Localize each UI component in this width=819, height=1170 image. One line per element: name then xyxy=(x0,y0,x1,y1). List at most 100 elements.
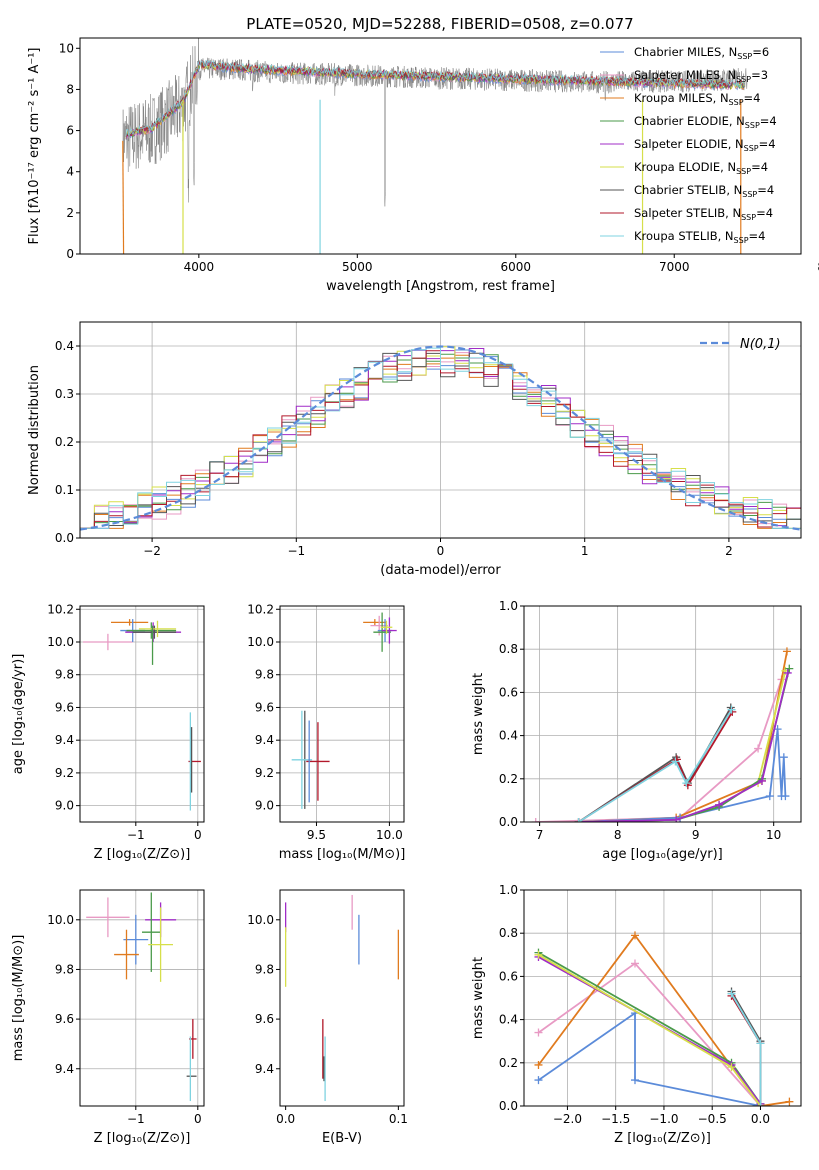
plus-marker xyxy=(534,1028,543,1037)
y-tick-label: 2 xyxy=(66,206,74,220)
axes-frame xyxy=(523,889,802,1107)
plus-marker xyxy=(534,950,543,959)
y-tick-label: 0.0 xyxy=(499,815,518,829)
plot-area xyxy=(284,894,400,1102)
legend-subscript: SSP xyxy=(742,190,757,199)
y-tick-label: 0.6 xyxy=(499,685,518,699)
legend-subscript: SSP xyxy=(744,144,759,153)
mass-weight-vs-metallicity-panel: −2.0 −1.5 −1.0 −0.5 0.0 0.0 0.2 0.4 0.6 0.8 1.0 Z [… xyxy=(471,883,802,1146)
y-tick-label: 9.2 xyxy=(55,766,74,780)
y-tick-label: 4 xyxy=(66,165,74,179)
legend-suffix: =6 xyxy=(752,45,769,59)
axes-frame xyxy=(79,889,205,1107)
x-tick-label: 4000 xyxy=(184,260,215,274)
y-axis-label: Normed distribution xyxy=(27,365,42,495)
legend-suffix: =3 xyxy=(751,68,768,82)
y-tick-label: 0.4 xyxy=(55,339,74,353)
y-tick-label: 0.2 xyxy=(499,772,518,786)
plus-marker xyxy=(783,668,792,677)
plus-marker xyxy=(630,959,639,968)
x-tick-label: 9.5 xyxy=(307,828,326,842)
y-axis-label: age [log₁₀(age/yr)] xyxy=(11,654,26,775)
plot-area xyxy=(80,345,801,531)
y-tick-label: 9.4 xyxy=(55,1062,74,1076)
y-tick-label: 9.6 xyxy=(255,1012,274,1026)
y-axis-label: mass [log₁₀(M/M⊙)] xyxy=(11,935,26,1062)
legend-subscript: SSP xyxy=(745,121,760,130)
y-tick-label: 10.0 xyxy=(247,913,274,927)
y-tick-label: 0.1 xyxy=(55,483,74,497)
x-tick-label: −1 xyxy=(127,828,145,842)
mass-weight-vs-age-panel: 7 8 9 10 0.0 0.2 0.4 0.6 0.8 1.0 age [log₁₀(age/yr… xyxy=(471,599,802,862)
y-tick-label: 8 xyxy=(66,82,74,96)
series-line-kroupa_miles xyxy=(578,651,788,822)
axes-frame xyxy=(523,605,802,823)
y-tick-label: 0.4 xyxy=(499,1013,518,1027)
legend-subscript: SSP xyxy=(734,236,749,245)
x-axis-label: wavelength [Angstrom, rest frame] xyxy=(326,279,555,294)
histogram-kroupa_stelib xyxy=(80,347,801,529)
x-axis-label: (data-model)/error xyxy=(380,563,501,578)
legend-text: Chabrier ELODIE, N xyxy=(634,114,745,128)
plus-marker xyxy=(782,647,791,656)
series-line-salpeter_miles xyxy=(535,679,783,822)
x-axis-label: Z [log₁₀(Z/Z⊙)] xyxy=(94,847,191,862)
y-tick-label: 0.3 xyxy=(55,387,74,401)
plus-marker xyxy=(672,815,681,822)
legend-text: Kroupa ELODIE, N xyxy=(634,160,736,174)
plus-marker xyxy=(630,931,639,940)
plus-marker xyxy=(531,818,540,822)
edge-drop xyxy=(122,140,125,254)
plus-marker xyxy=(756,1102,765,1106)
plus-marker xyxy=(715,800,724,809)
x-axis-label: age [log₁₀(age/yr)] xyxy=(602,847,723,862)
x-tick-label: 9 xyxy=(692,828,700,842)
series-line-chabrier_miles xyxy=(537,1011,761,1106)
plus-marker xyxy=(754,744,763,753)
y-axis-label: mass weight xyxy=(471,673,486,755)
legend-subscript: SSP xyxy=(729,98,744,107)
legend-entry: Kroupa MILES, NSSP=4 xyxy=(634,91,760,107)
plus-marker xyxy=(534,1076,543,1085)
legend-subscript: SSP xyxy=(737,52,752,61)
spectrum-panel: 4000 5000 6000 7000 8000 0 2 4 6 8 10 wavelength [A… xyxy=(27,37,819,294)
legend-suffix: =4 xyxy=(749,229,766,243)
x-tick-label: 0 xyxy=(194,828,202,842)
plus-marker xyxy=(727,1063,736,1072)
plus-marker xyxy=(781,792,790,801)
legend-subscript: SSP xyxy=(741,213,756,222)
x-tick-label: 0 xyxy=(194,1112,202,1126)
plot-area xyxy=(83,619,201,811)
y-tick-label: 9.4 xyxy=(255,1062,274,1076)
y-tick-label: 10.2 xyxy=(247,602,274,616)
series-line-kroupa_stelib xyxy=(578,709,733,822)
y-tick-label: 1.0 xyxy=(499,599,518,613)
series-line-kroupa_miles xyxy=(537,933,790,1106)
plot-area xyxy=(291,612,397,809)
y-tick-label: 9.6 xyxy=(255,700,274,714)
y-tick-label: 6 xyxy=(66,124,74,138)
histogram-panel: −2 −1 0 1 2 0.0 0.1 0.2 0.3 0.4 (data-model)/error… xyxy=(27,321,802,578)
legend-entry: Salpeter ELODIE, NSSP=4 xyxy=(634,137,776,153)
y-tick-label: 9.0 xyxy=(255,799,274,813)
x-tick-label: 7 xyxy=(536,828,544,842)
legend-text: Salpeter ELODIE, N xyxy=(634,137,744,151)
plot-area xyxy=(531,647,794,822)
plus-marker xyxy=(671,757,680,766)
y-tick-label: 10.0 xyxy=(47,635,74,649)
plus-marker xyxy=(574,818,583,822)
plus-marker xyxy=(534,1060,543,1069)
y-tick-label: 9.6 xyxy=(55,700,74,714)
plot-area xyxy=(534,931,794,1106)
y-tick-label: 10 xyxy=(59,41,74,55)
x-axis-label: Z [log₁₀(Z/Z⊙)] xyxy=(94,1131,191,1146)
legend-entry: Chabrier MILES, NSSP=6 xyxy=(634,45,769,61)
series-line-salpeter_miles xyxy=(537,962,762,1106)
axes-frame xyxy=(79,37,802,255)
y-tick-label: 9.2 xyxy=(255,766,274,780)
legend-text: Salpeter MILES, N xyxy=(634,68,736,82)
plus-marker xyxy=(757,776,766,785)
x-tick-label: 0.0 xyxy=(751,1112,770,1126)
